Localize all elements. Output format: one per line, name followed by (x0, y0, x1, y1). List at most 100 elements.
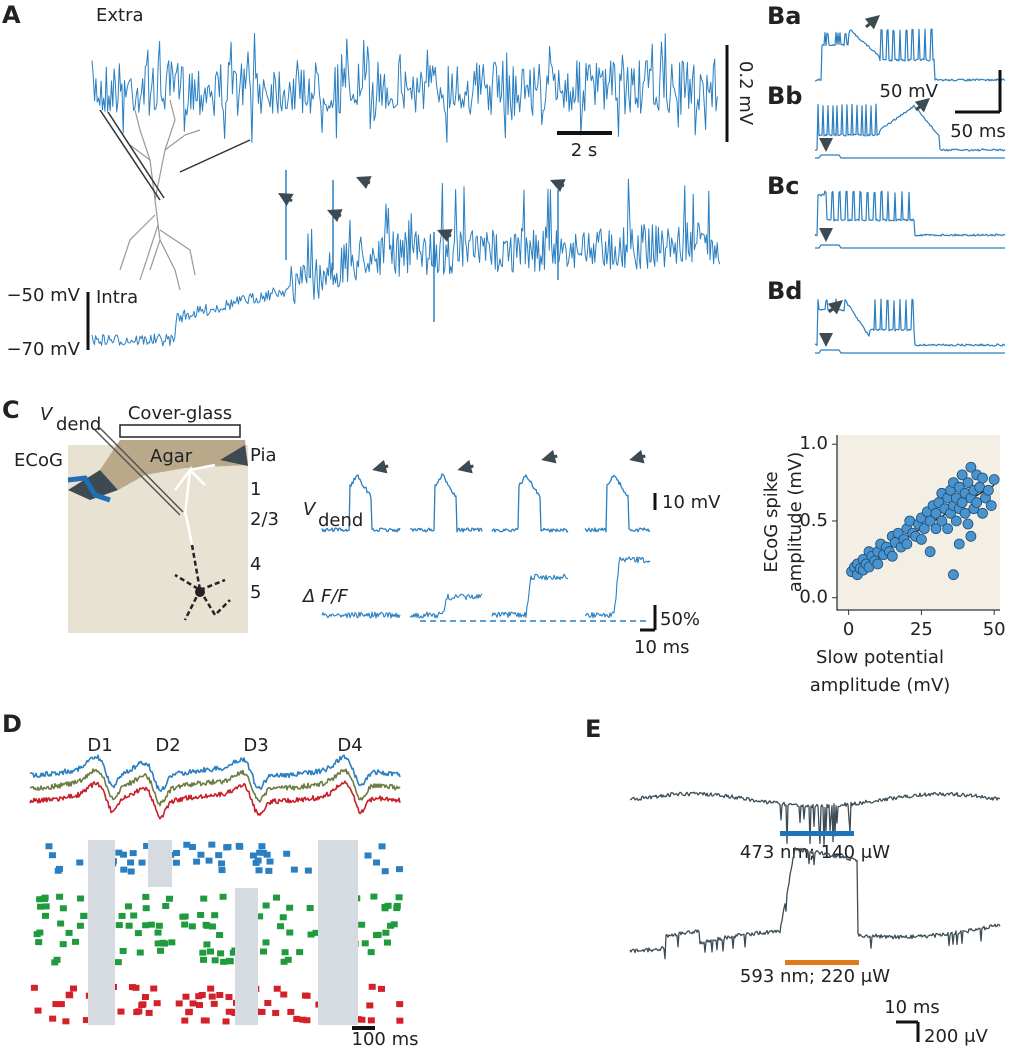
dendrite (129, 144, 151, 161)
spike (249, 852, 257, 859)
spike (286, 929, 294, 936)
spike (210, 1000, 218, 1007)
spike (62, 1018, 70, 1025)
spike (142, 905, 150, 912)
scale-bar (179, 139, 251, 173)
spike (185, 1009, 193, 1016)
trace (491, 474, 569, 533)
spike (264, 999, 272, 1006)
spike (382, 929, 390, 936)
spike (189, 1000, 197, 1007)
trace (815, 349, 1005, 354)
spike (72, 938, 80, 945)
spike (130, 912, 138, 919)
panel-label: A (2, 1, 21, 29)
light-bar (785, 960, 859, 965)
spike (259, 948, 267, 955)
spike (281, 949, 289, 956)
point (950, 515, 962, 527)
spike (393, 905, 401, 912)
trace (814, 103, 1006, 152)
label: D1 (87, 735, 112, 756)
spike (358, 921, 366, 928)
agar (100, 440, 248, 490)
spike (202, 1017, 210, 1024)
spike (396, 866, 404, 873)
spike (287, 1008, 295, 1015)
spike (396, 1001, 404, 1008)
y-axis-label: ECoG spike (761, 471, 782, 572)
trace-label: Extra (96, 5, 144, 26)
trace (30, 754, 401, 792)
label: 10 ms (634, 637, 690, 658)
spike (205, 857, 213, 864)
spike (354, 1016, 362, 1023)
trace (91, 178, 721, 347)
bone (68, 470, 118, 500)
spike (279, 914, 287, 921)
spike (211, 912, 219, 919)
spike (273, 894, 281, 901)
spike (381, 904, 389, 911)
spike (136, 949, 144, 956)
spike (262, 902, 270, 909)
label: V (40, 404, 54, 425)
spike (80, 912, 88, 919)
spike (134, 930, 142, 937)
label: −50 mV (6, 285, 80, 306)
spike (154, 929, 162, 936)
spike (299, 1016, 307, 1023)
spike (125, 922, 133, 929)
point (918, 523, 930, 535)
spike (153, 1000, 161, 1007)
spike (55, 865, 63, 872)
spike (143, 843, 151, 850)
spike (141, 994, 149, 1001)
y-axis-label: amplitude (mV) (785, 452, 806, 593)
label: 200 μV (924, 1026, 989, 1047)
spike (181, 1017, 189, 1024)
spike (217, 950, 225, 957)
label: 4 (250, 554, 261, 575)
trace (815, 244, 1005, 249)
spike (263, 851, 271, 858)
spike (53, 956, 61, 963)
spike (200, 895, 208, 902)
spike (296, 949, 304, 956)
spike (36, 929, 44, 936)
spike (124, 903, 132, 910)
trace (584, 556, 651, 619)
neuron-drawing (119, 99, 201, 291)
label: dend (56, 414, 101, 435)
arrow-head (278, 193, 294, 207)
spike (34, 1007, 42, 1014)
arrow-head (457, 459, 473, 474)
spike (76, 922, 84, 929)
spike (161, 940, 169, 947)
label: dend (318, 510, 363, 531)
label: D2 (155, 735, 180, 756)
soma (195, 587, 205, 597)
label: Cover-glass (128, 403, 232, 424)
spike (235, 842, 243, 849)
trace (321, 611, 401, 619)
trace (584, 474, 651, 533)
spike (181, 921, 189, 928)
spike (157, 947, 165, 954)
spike (42, 912, 50, 919)
point (901, 538, 913, 550)
label: Agar (150, 446, 193, 467)
spike (216, 992, 224, 999)
dendrite (174, 463, 216, 546)
spike (203, 922, 211, 929)
label: V (303, 499, 317, 520)
point (985, 500, 997, 512)
spike (367, 949, 375, 956)
spike (255, 867, 263, 874)
trace (91, 33, 718, 143)
spike (364, 852, 372, 859)
spike (155, 922, 163, 929)
spike (37, 903, 45, 910)
